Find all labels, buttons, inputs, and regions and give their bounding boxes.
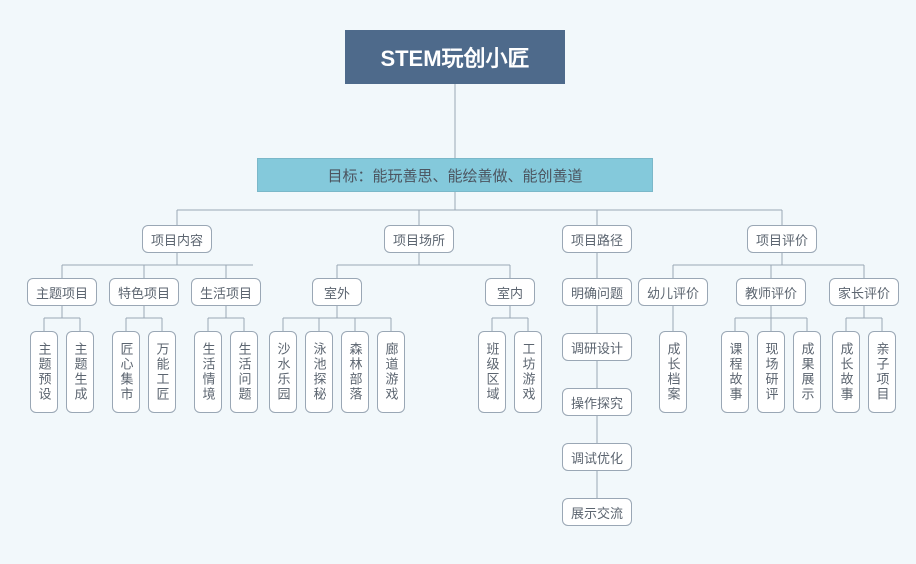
leaf-o3: 森林部落 [341, 331, 369, 413]
node-identify: 明确问题 [562, 278, 632, 306]
leaf-e1: 成长档案 [659, 331, 687, 413]
root-node: STEM玩创小匠 [345, 30, 565, 84]
node-life: 生活项目 [191, 278, 261, 306]
leaf-c3: 匠心集市 [112, 331, 140, 413]
node-theme: 主题项目 [27, 278, 97, 306]
leaf-t3: 成果展示 [793, 331, 821, 413]
goal-label: 目标：能玩善思、能绘善做、能创善道 [327, 165, 582, 186]
node-teacher: 教师评价 [736, 278, 806, 306]
leaf-t2: 现场研评 [757, 331, 785, 413]
leaf-c4: 万能工匠 [148, 331, 176, 413]
leaf-c2: 主题生成 [66, 331, 94, 413]
leaf-f1: 成长故事 [832, 331, 860, 413]
leaf-c1: 主题预设 [30, 331, 58, 413]
node-eval: 项目评价 [747, 225, 817, 253]
node-outdoor: 室外 [312, 278, 362, 306]
leaf-t1: 课程故事 [721, 331, 749, 413]
leaf-f2: 亲子项目 [868, 331, 896, 413]
node-parent: 家长评价 [829, 278, 899, 306]
node-p5: 展示交流 [562, 498, 632, 526]
root-label: STEM玩创小匠 [380, 41, 529, 73]
leaf-o1: 沙水乐园 [269, 331, 297, 413]
leaf-c6: 生活问题 [230, 331, 258, 413]
leaf-o4: 廊道游戏 [377, 331, 405, 413]
node-content: 项目内容 [142, 225, 212, 253]
leaf-i1: 班级区域 [478, 331, 506, 413]
node-p4: 调试优化 [562, 443, 632, 471]
leaf-i2: 工坊游戏 [514, 331, 542, 413]
node-feature: 特色项目 [109, 278, 179, 306]
node-path: 项目路径 [562, 225, 632, 253]
leaf-c5: 生活情境 [194, 331, 222, 413]
node-indoor: 室内 [485, 278, 535, 306]
node-p3: 操作探究 [562, 388, 632, 416]
node-child: 幼儿评价 [638, 278, 708, 306]
node-p2: 调研设计 [562, 333, 632, 361]
node-place: 项目场所 [384, 225, 454, 253]
goal-node: 目标：能玩善思、能绘善做、能创善道 [257, 158, 653, 192]
leaf-o2: 泳池探秘 [305, 331, 333, 413]
